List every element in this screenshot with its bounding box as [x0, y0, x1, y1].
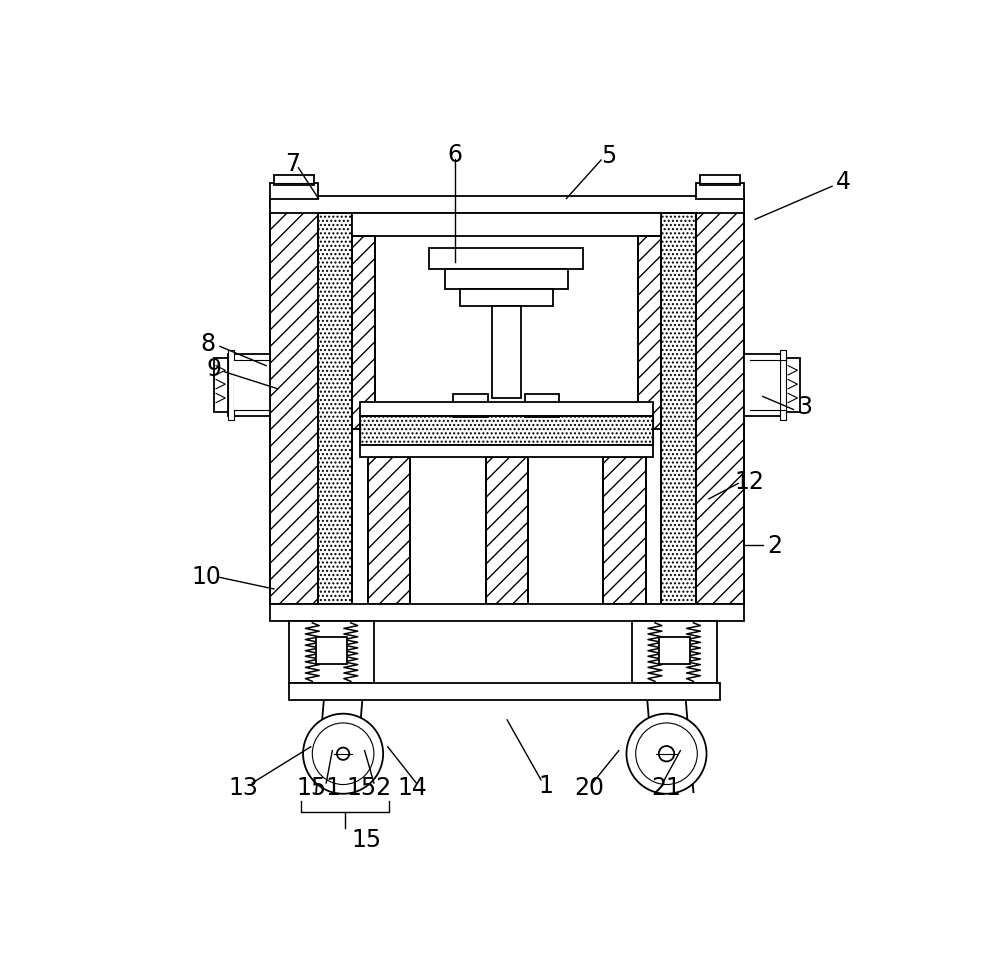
- Circle shape: [337, 748, 349, 760]
- Bar: [786, 359, 800, 413]
- Bar: [492, 306, 521, 398]
- Bar: [659, 637, 690, 664]
- Bar: [603, 457, 646, 605]
- Circle shape: [659, 746, 674, 762]
- Bar: [368, 457, 410, 605]
- Text: 13: 13: [228, 775, 258, 799]
- Bar: [352, 457, 661, 605]
- Bar: [632, 622, 717, 683]
- Bar: [270, 197, 318, 605]
- Bar: [661, 214, 696, 605]
- Bar: [360, 417, 653, 446]
- Bar: [368, 457, 410, 605]
- Text: 152: 152: [346, 775, 391, 799]
- Text: 3: 3: [798, 395, 813, 419]
- Bar: [460, 290, 553, 306]
- Text: 9: 9: [206, 357, 221, 381]
- Bar: [368, 457, 410, 605]
- Bar: [316, 637, 347, 664]
- Text: 7: 7: [286, 152, 301, 176]
- Bar: [603, 457, 646, 605]
- Bar: [368, 457, 410, 605]
- Bar: [445, 270, 568, 290]
- Bar: [750, 360, 780, 410]
- Text: 21: 21: [652, 775, 681, 799]
- Text: 2: 2: [767, 534, 782, 557]
- Bar: [780, 351, 786, 421]
- Bar: [352, 237, 375, 429]
- Bar: [352, 214, 661, 237]
- Bar: [270, 184, 318, 200]
- Bar: [525, 394, 559, 418]
- Bar: [318, 214, 352, 605]
- Text: 5: 5: [601, 144, 616, 169]
- Bar: [486, 457, 528, 605]
- Circle shape: [312, 723, 374, 785]
- Text: 4: 4: [836, 170, 851, 194]
- Bar: [696, 197, 744, 605]
- Bar: [603, 457, 646, 605]
- Bar: [744, 355, 786, 417]
- Bar: [228, 351, 234, 421]
- Bar: [289, 683, 720, 701]
- Bar: [234, 360, 264, 410]
- Bar: [270, 197, 318, 605]
- Bar: [638, 237, 661, 429]
- Text: 14: 14: [397, 775, 427, 799]
- Bar: [289, 622, 374, 683]
- Text: 15: 15: [351, 828, 381, 852]
- Bar: [360, 417, 653, 446]
- Bar: [486, 457, 528, 605]
- Bar: [486, 457, 528, 605]
- Circle shape: [626, 714, 707, 794]
- Bar: [360, 402, 653, 417]
- Circle shape: [303, 714, 383, 794]
- Bar: [214, 359, 228, 413]
- Bar: [274, 176, 314, 185]
- Bar: [696, 184, 744, 200]
- Text: 20: 20: [574, 775, 604, 799]
- Bar: [661, 214, 696, 605]
- Text: 8: 8: [201, 331, 216, 356]
- Bar: [486, 457, 528, 605]
- Text: 1: 1: [538, 773, 553, 797]
- Bar: [228, 355, 270, 417]
- Bar: [270, 605, 744, 622]
- Bar: [638, 237, 661, 429]
- Bar: [318, 214, 352, 605]
- Text: 151: 151: [296, 775, 341, 799]
- Text: 12: 12: [735, 470, 765, 493]
- Bar: [700, 176, 740, 185]
- Bar: [429, 249, 583, 270]
- Bar: [360, 446, 653, 457]
- Bar: [270, 197, 744, 214]
- Bar: [352, 237, 375, 429]
- Circle shape: [636, 723, 697, 785]
- Bar: [696, 197, 744, 605]
- Text: 10: 10: [191, 564, 221, 588]
- Text: 6: 6: [447, 142, 462, 167]
- Bar: [453, 394, 488, 418]
- Bar: [603, 457, 646, 605]
